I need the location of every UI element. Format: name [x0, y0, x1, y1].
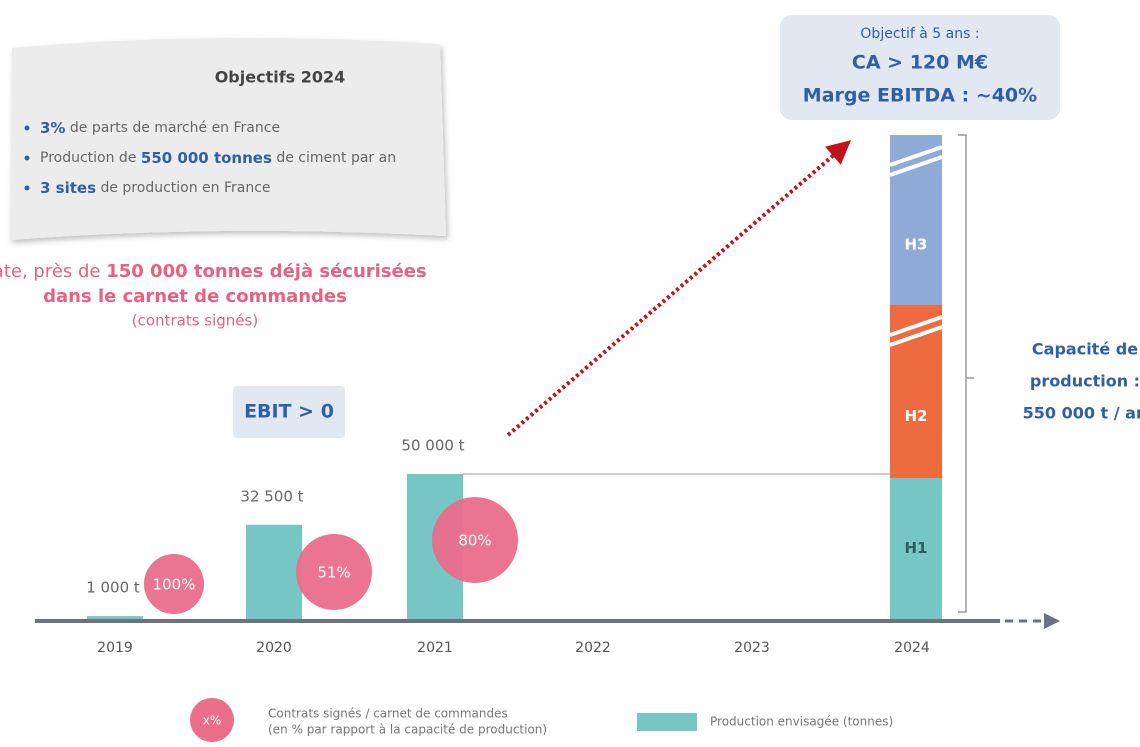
bar	[246, 524, 302, 619]
break-mark	[889, 145, 943, 167]
bar	[87, 616, 143, 619]
order-book-line: À date, près de 150 000 tonnes déjà sécu…	[0, 260, 427, 282]
x-axis-arrow	[1044, 613, 1060, 629]
legend-text: Production envisagée (tonnes)	[710, 715, 893, 729]
break-mark	[889, 325, 943, 347]
x-tick-label: 2022	[575, 640, 611, 656]
x-tick-label: 2020	[256, 640, 292, 656]
objective-bold: 3%	[40, 119, 65, 137]
contract-label: 80%	[458, 532, 491, 550]
objective-text: de ciment par an	[272, 150, 396, 166]
capacity-segment	[890, 478, 942, 619]
bullet	[24, 125, 30, 131]
x-tick-label: 2019	[97, 640, 133, 656]
objective-item: Production de 550 000 tonnes de ciment p…	[40, 149, 396, 167]
capacity-segment-label: H2	[905, 407, 928, 425]
bullet	[24, 155, 30, 161]
bullet	[24, 185, 30, 191]
objective-bold: 3 sites	[40, 179, 96, 197]
objectives-box	[10, 37, 446, 240]
order-book-line: dans le carnet de commandes	[43, 286, 347, 307]
contract-circle	[432, 497, 518, 583]
ebit: EBIT > 0	[244, 401, 334, 423]
order-text: À date, près de	[0, 260, 106, 282]
x-tick-label: 2023	[734, 640, 770, 656]
objective-bold: 550 000 tonnes	[141, 149, 272, 167]
goal-line: Objectif à 5 ans :	[860, 26, 979, 42]
capacity-segment-label: H3	[905, 236, 928, 254]
capacity-bracket	[958, 134, 974, 613]
contract-circle	[144, 554, 204, 614]
objective-text: de production en France	[96, 180, 271, 196]
contract-circle	[296, 534, 372, 610]
goal-line: Marge EBITDA : ~40%	[803, 85, 1037, 107]
order-bold: 150 000 tonnes déjà sécurisées	[106, 261, 426, 282]
capacity-text: 550 000 t / an	[1023, 404, 1140, 423]
legend-circle-label: x%	[203, 714, 222, 728]
contract-label: 100%	[153, 576, 196, 594]
objective-text: Production de	[40, 150, 141, 166]
capacity-segment-label: H1	[905, 539, 928, 557]
ebit-box	[233, 386, 345, 438]
contract-label: 51%	[317, 564, 350, 582]
legend-text: Contrats signés / carnet de commandes	[268, 707, 508, 721]
legend-text: (en % par rapport à la capacité de produ…	[268, 723, 547, 737]
x-tick-label: 2021	[417, 640, 453, 656]
bar-value-label: 50 000 t	[401, 437, 464, 455]
break-mark	[889, 155, 943, 177]
bar-value-label: 32 500 t	[240, 487, 303, 505]
legend-swatch	[637, 713, 697, 731]
capacity-text: Capacité de	[1032, 340, 1138, 359]
objective-item: 3% de parts de marché en France	[40, 119, 280, 137]
legend-circle	[190, 698, 234, 742]
objective-text: de parts de marché en France	[65, 120, 280, 136]
objectives-title: Objectifs 2024	[215, 68, 346, 87]
goal-line: CA > 120 M€	[852, 52, 988, 74]
x-tick-label: 2024	[894, 640, 930, 656]
order-book-note: (contrats signés)	[132, 312, 258, 330]
growth-arrow	[506, 140, 852, 437]
goal-box	[780, 15, 1060, 120]
objective-item: 3 sites de production en France	[40, 179, 271, 197]
capacity-text: production :	[1030, 372, 1140, 391]
bar-value-label: 1 000 t	[86, 579, 140, 597]
break-mark	[889, 315, 943, 337]
